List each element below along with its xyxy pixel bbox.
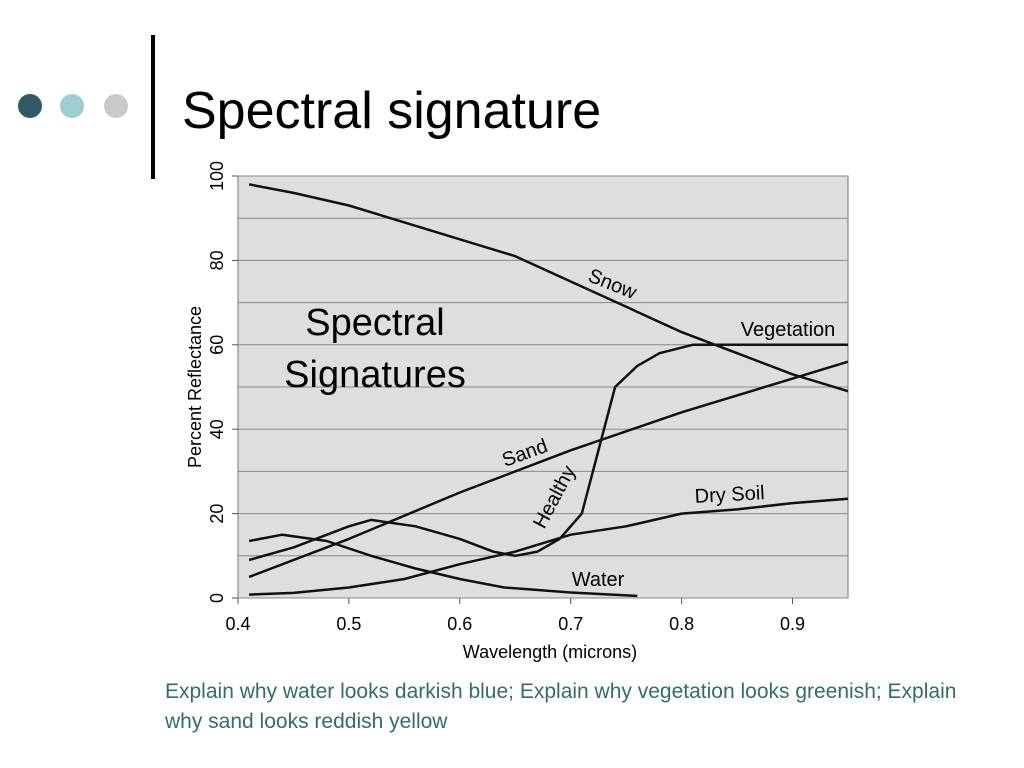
y-tick-label: 20	[207, 504, 227, 524]
y-axis-label: Percent Reflectance	[185, 306, 205, 468]
chart: 0 20 40 60 80 100 0.4 0.5 0.6 0.7 0.8 0.9 Wavelength…	[185, 161, 849, 662]
slide-title: Spectral signature	[182, 82, 601, 140]
x-tick-label: 0.9	[780, 614, 805, 634]
x-tick-label: 0.6	[447, 614, 472, 634]
x-tick-label: 0.8	[669, 614, 694, 634]
y-tick-label: 100	[207, 161, 227, 191]
bullet-dot	[18, 94, 42, 118]
caption: Explain why water looks darkish blue; Ex…	[165, 680, 957, 733]
bullet-dot	[104, 94, 128, 118]
x-axis-label: Wavelength (microns)	[463, 642, 637, 662]
series-line	[249, 497, 849, 596]
y-tick-label: 60	[207, 335, 227, 355]
annotation: Signatures	[284, 354, 466, 396]
x-tick-label: 0.7	[558, 614, 583, 634]
series-line	[248, 343, 848, 562]
series-line	[248, 183, 849, 393]
title-rule	[151, 35, 155, 179]
x-tick-label: 0.5	[336, 614, 361, 634]
annotation: Spectral	[305, 302, 444, 344]
series-label: Dry Soil	[694, 482, 765, 508]
series-line	[248, 360, 849, 579]
x-tick-label: 0.4	[225, 614, 250, 634]
series-label: Vegetation	[741, 319, 836, 341]
y-tick-label: 0	[207, 593, 227, 603]
series-label: Water	[572, 569, 625, 591]
y-tick-label: 40	[207, 419, 227, 439]
series-line	[248, 533, 638, 598]
y-tick-label: 80	[207, 250, 227, 270]
bullet-dot	[60, 94, 84, 118]
